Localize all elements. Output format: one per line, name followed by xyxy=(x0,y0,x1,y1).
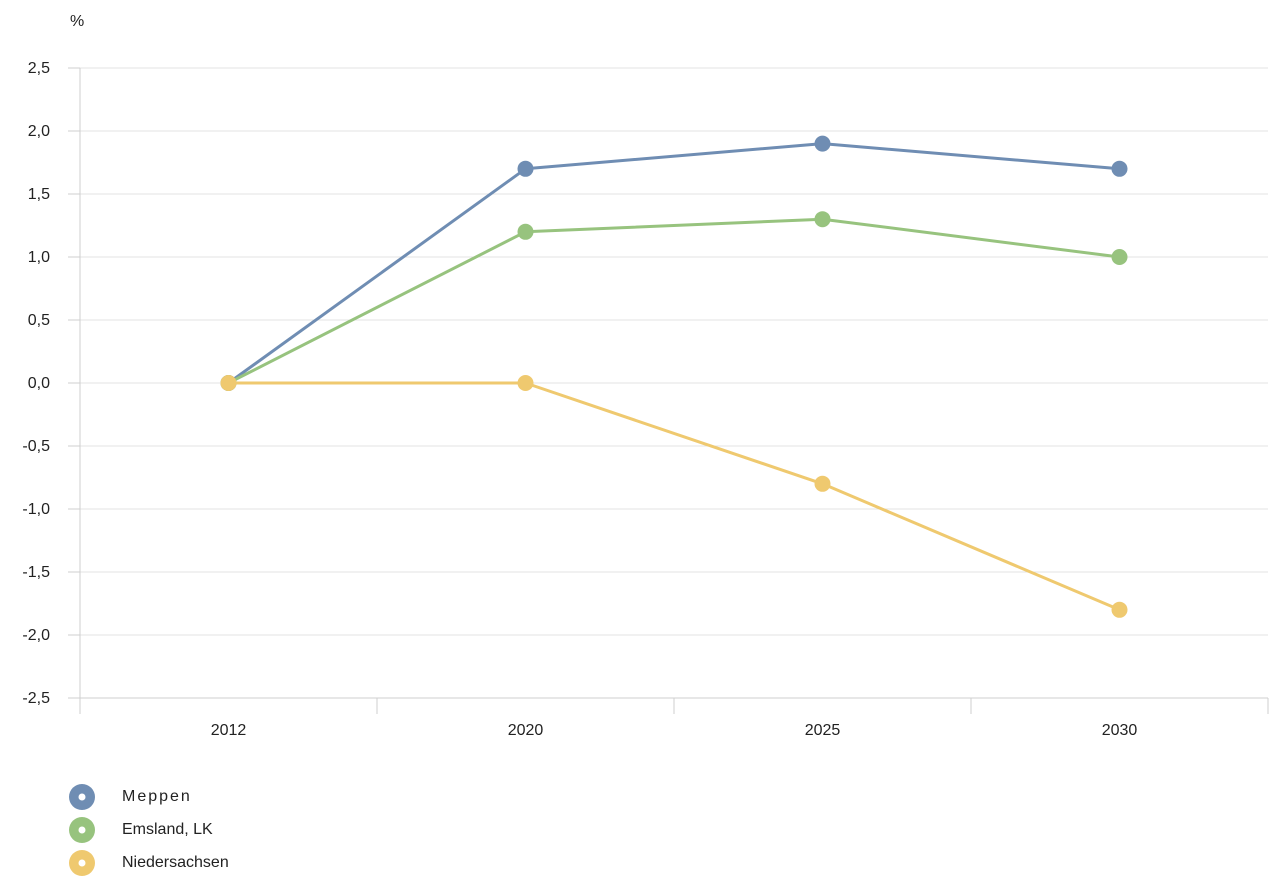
legend-marker-meppen xyxy=(69,783,95,810)
legend-label-emsland: Emsland, LK xyxy=(122,820,213,838)
y-tick-label: -1,0 xyxy=(22,501,50,518)
series-1 xyxy=(220,135,1128,391)
y-tick-label: 1,5 xyxy=(28,186,50,203)
legend-marker-emsland xyxy=(69,816,95,843)
y-axis-tick-labels: 2,5 2,0 1,5 1,0 0,5 0,0 -0,5 -1,0 -1,5 -2,0 -2,5 xyxy=(22,60,50,707)
legend-item-niedersachsen[interactable]: Niedersachsen xyxy=(68,846,229,879)
y-tick-label: 0,5 xyxy=(28,312,50,329)
axes xyxy=(79,68,1269,714)
x-tick-label: 2025 xyxy=(805,722,841,739)
data-point[interactable] xyxy=(1111,160,1128,177)
y-tick-label: 2,5 xyxy=(28,60,50,77)
legend: Meppen Emsland, LK Niedersachsen xyxy=(68,780,229,879)
data-point[interactable] xyxy=(1111,601,1128,618)
y-tick-label: 2,0 xyxy=(28,123,50,140)
series-line xyxy=(227,217,1120,385)
x-axis-tick-labels: 2012 2020 2025 2030 xyxy=(211,722,1138,739)
legend-item-emsland[interactable]: Emsland, LK xyxy=(68,813,229,846)
y-tick-label: -2,5 xyxy=(22,690,50,707)
data-point[interactable] xyxy=(517,375,534,391)
y-tick-label: -0,5 xyxy=(22,438,50,455)
legend-marker-niedersachsen xyxy=(69,849,95,876)
legend-marker-dot xyxy=(78,826,86,833)
data-point[interactable] xyxy=(814,135,831,152)
data-point[interactable] xyxy=(220,375,237,391)
data-point[interactable] xyxy=(814,211,831,228)
x-tick-label: 2030 xyxy=(1102,722,1138,739)
legend-marker-dot xyxy=(78,793,86,800)
y-tick-label: -2,0 xyxy=(22,627,50,644)
series-line xyxy=(227,142,1120,385)
legend-label-meppen: Meppen xyxy=(122,787,192,805)
y-tick-label: 0,0 xyxy=(28,375,50,392)
series-line xyxy=(228,381,1121,612)
y-axis-unit-label: % xyxy=(70,13,84,30)
series-3 xyxy=(220,375,1128,618)
x-tick-label: 2020 xyxy=(508,722,544,739)
legend-label-niedersachsen: Niedersachsen xyxy=(122,853,229,871)
series-group xyxy=(220,135,1128,618)
y-tick-label: 1,0 xyxy=(28,249,50,266)
series-2 xyxy=(220,211,1128,391)
data-point[interactable] xyxy=(1111,249,1128,265)
x-tick-label: 2012 xyxy=(211,722,247,739)
data-point[interactable] xyxy=(517,160,534,177)
legend-item-meppen[interactable]: Meppen xyxy=(68,780,229,813)
y-tick-label: -1,5 xyxy=(22,564,50,581)
data-point[interactable] xyxy=(517,223,534,240)
legend-marker-dot xyxy=(78,859,86,866)
data-point[interactable] xyxy=(814,475,831,492)
